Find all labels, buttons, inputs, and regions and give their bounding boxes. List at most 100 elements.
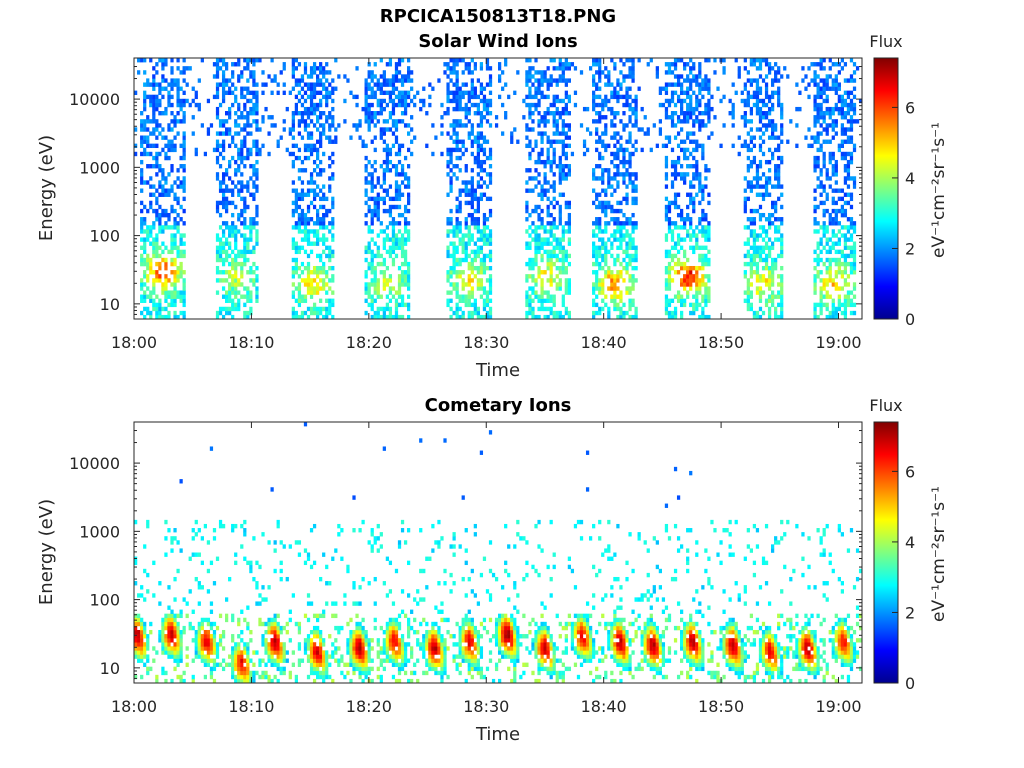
heatmap-cell bbox=[625, 123, 629, 128]
heatmap-cell bbox=[467, 119, 471, 124]
heatmap-cell bbox=[179, 86, 183, 91]
heatmap-cell bbox=[752, 159, 757, 165]
heatmap-cell bbox=[604, 147, 608, 153]
heatmap-cell bbox=[695, 168, 699, 173]
heatmap-cell bbox=[385, 225, 389, 230]
heatmap-cell bbox=[228, 229, 232, 234]
heatmap-cell bbox=[628, 58, 632, 63]
heatmap-cell bbox=[249, 225, 253, 230]
heatmap-cell bbox=[604, 131, 608, 136]
heatmap-cell bbox=[846, 184, 851, 189]
heatmap-cell bbox=[683, 286, 687, 291]
heatmap-cell bbox=[771, 298, 775, 303]
heatmap-cell bbox=[152, 98, 156, 104]
heatmap-cell bbox=[592, 261, 596, 267]
heatmap-cell bbox=[813, 78, 817, 83]
heatmap-cell bbox=[297, 131, 302, 136]
heatmap-cell bbox=[564, 286, 568, 291]
heatmap-cell bbox=[397, 188, 402, 193]
heatmap-cell bbox=[695, 270, 699, 275]
heatmap-cell bbox=[689, 66, 693, 71]
heatmap-cell bbox=[595, 261, 599, 267]
heatmap-cell bbox=[458, 294, 462, 299]
heatmap-cell bbox=[176, 66, 180, 71]
heatmap-cell bbox=[364, 274, 368, 279]
heatmap-cell bbox=[485, 106, 490, 112]
heatmap-cell bbox=[628, 176, 632, 181]
heatmap-cell bbox=[537, 119, 541, 124]
heatmap-cell bbox=[619, 221, 623, 226]
heatmap-cell bbox=[525, 229, 529, 234]
heatmap-cell bbox=[231, 70, 235, 75]
heatmap-cell bbox=[676, 74, 681, 79]
heatmap-cell bbox=[552, 119, 556, 124]
heatmap-cell bbox=[828, 212, 832, 218]
heatmap-cell bbox=[373, 94, 377, 100]
heatmap-cell bbox=[376, 249, 380, 255]
heatmap-cell bbox=[828, 314, 832, 320]
heatmap-cell bbox=[379, 164, 383, 169]
heatmap-cell bbox=[394, 180, 399, 185]
heatmap-cell bbox=[249, 111, 253, 116]
heatmap-cell bbox=[501, 86, 505, 91]
heatmap-cell bbox=[846, 111, 851, 116]
heatmap-cell bbox=[755, 265, 760, 271]
heatmap-cell bbox=[397, 172, 402, 177]
heatmap-cell bbox=[482, 147, 487, 153]
heatmap-cell bbox=[528, 106, 532, 112]
heatmap-cell bbox=[467, 241, 471, 246]
heatmap-cell bbox=[482, 192, 487, 197]
heatmap-cell bbox=[182, 282, 186, 287]
heatmap-cell bbox=[549, 249, 553, 255]
heatmap-cell bbox=[470, 257, 474, 263]
heatmap-cell bbox=[470, 286, 474, 291]
heatmap-cell bbox=[767, 225, 772, 230]
heatmap-cell bbox=[176, 196, 180, 202]
heatmap-cell bbox=[455, 58, 459, 63]
heatmap-cell bbox=[628, 155, 632, 161]
heatmap-cell bbox=[464, 257, 468, 263]
heatmap-cell bbox=[182, 70, 186, 75]
heatmap-cell bbox=[291, 200, 295, 206]
heatmap-cell bbox=[410, 115, 414, 120]
heatmap-cell bbox=[488, 286, 493, 291]
heatmap-cell bbox=[680, 98, 684, 104]
heatmap-cell bbox=[825, 257, 829, 263]
colorbar-tick-label: 6 bbox=[905, 98, 915, 117]
heatmap-cell bbox=[525, 70, 529, 75]
heatmap-cell bbox=[846, 225, 851, 230]
heatmap-cell bbox=[325, 196, 329, 202]
heatmap-cell bbox=[240, 294, 244, 299]
heatmap-cell bbox=[234, 306, 238, 312]
heatmap-cell bbox=[231, 180, 235, 185]
heatmap-cell bbox=[567, 286, 571, 291]
heatmap-cell bbox=[473, 241, 477, 246]
heatmap-cell bbox=[692, 233, 696, 238]
heatmap-cell bbox=[619, 310, 623, 316]
heatmap-cell bbox=[231, 188, 235, 193]
heatmap-cell bbox=[774, 147, 778, 153]
heatmap-cell bbox=[370, 180, 374, 185]
heatmap-cell bbox=[564, 176, 568, 181]
heatmap-cell bbox=[567, 241, 571, 246]
heatmap-cell bbox=[221, 270, 226, 275]
heatmap-cell bbox=[683, 176, 687, 181]
heatmap-cell bbox=[555, 253, 559, 259]
heatmap-cell bbox=[394, 74, 399, 79]
heatmap-cell bbox=[698, 245, 702, 250]
heatmap-cell bbox=[552, 78, 556, 83]
heatmap-cell bbox=[613, 123, 617, 128]
heatmap-cell bbox=[801, 78, 805, 83]
heatmap-cell bbox=[149, 204, 153, 210]
heatmap-cell bbox=[534, 78, 538, 83]
heatmap-cell bbox=[179, 253, 183, 259]
heatmap-cell bbox=[215, 176, 220, 181]
heatmap-cell bbox=[240, 274, 244, 279]
heatmap-cell bbox=[364, 155, 368, 161]
heatmap-cell bbox=[816, 90, 820, 96]
heatmap-cell bbox=[252, 282, 256, 287]
heatmap-cell bbox=[146, 143, 150, 149]
heatmap-cell bbox=[155, 314, 159, 320]
heatmap-cell bbox=[488, 155, 493, 161]
heatmap-cell bbox=[555, 123, 559, 128]
